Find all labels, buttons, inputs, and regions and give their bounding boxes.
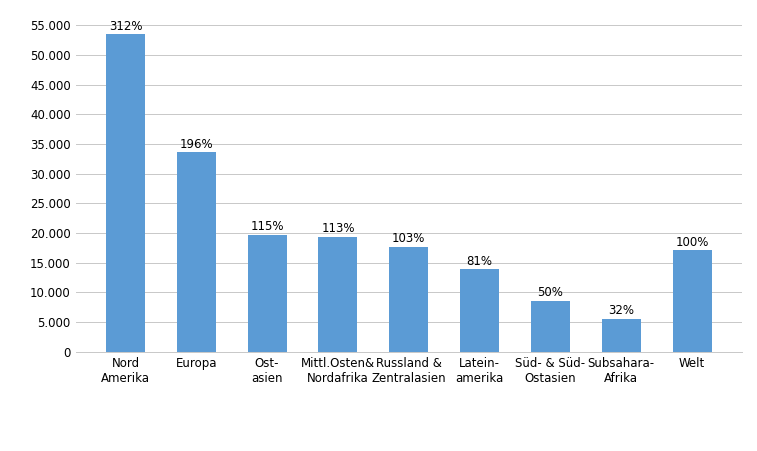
Bar: [531, 301, 570, 352]
Text: 113%: 113%: [321, 222, 355, 235]
Bar: [177, 152, 216, 352]
Bar: [106, 34, 145, 352]
Bar: [319, 237, 357, 352]
Bar: [602, 319, 640, 352]
Text: 196%: 196%: [179, 138, 213, 151]
Text: 115%: 115%: [251, 220, 284, 233]
Bar: [673, 250, 712, 352]
Text: 50%: 50%: [537, 286, 563, 299]
Bar: [389, 247, 428, 352]
Bar: [248, 235, 287, 352]
Text: 100%: 100%: [675, 235, 709, 249]
Text: 103%: 103%: [392, 232, 425, 245]
Text: 312%: 312%: [109, 19, 142, 32]
Text: 81%: 81%: [466, 254, 493, 267]
Text: 32%: 32%: [609, 304, 634, 318]
Bar: [460, 269, 499, 352]
